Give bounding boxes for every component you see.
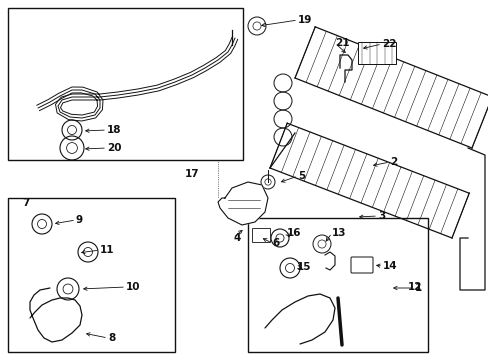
- Text: 7: 7: [22, 198, 29, 208]
- FancyBboxPatch shape: [350, 257, 372, 273]
- Text: 3: 3: [377, 211, 385, 221]
- Bar: [8, 198, 175, 352]
- Text: 19: 19: [297, 15, 312, 25]
- Text: 16: 16: [286, 228, 301, 238]
- Text: 14: 14: [382, 261, 397, 271]
- Text: 11: 11: [100, 245, 114, 255]
- Bar: [251, 228, 269, 242]
- Text: 9: 9: [76, 215, 83, 225]
- Text: 15: 15: [296, 262, 311, 272]
- Text: 17: 17: [184, 169, 199, 179]
- Bar: [8, 8, 243, 160]
- Text: 20: 20: [107, 143, 121, 153]
- Text: 2: 2: [389, 157, 396, 167]
- Text: 5: 5: [297, 171, 305, 181]
- Bar: [357, 42, 395, 64]
- Bar: [247, 218, 427, 352]
- Text: 12: 12: [407, 282, 422, 292]
- Text: 13: 13: [331, 228, 346, 238]
- Text: 10: 10: [126, 282, 140, 292]
- Text: 6: 6: [271, 238, 279, 248]
- Text: 4: 4: [232, 233, 240, 243]
- Polygon shape: [218, 182, 267, 225]
- Text: 21: 21: [334, 38, 349, 48]
- Text: 18: 18: [107, 125, 121, 135]
- Text: 1: 1: [414, 283, 421, 293]
- Text: 22: 22: [381, 39, 396, 49]
- Text: 8: 8: [108, 333, 115, 343]
